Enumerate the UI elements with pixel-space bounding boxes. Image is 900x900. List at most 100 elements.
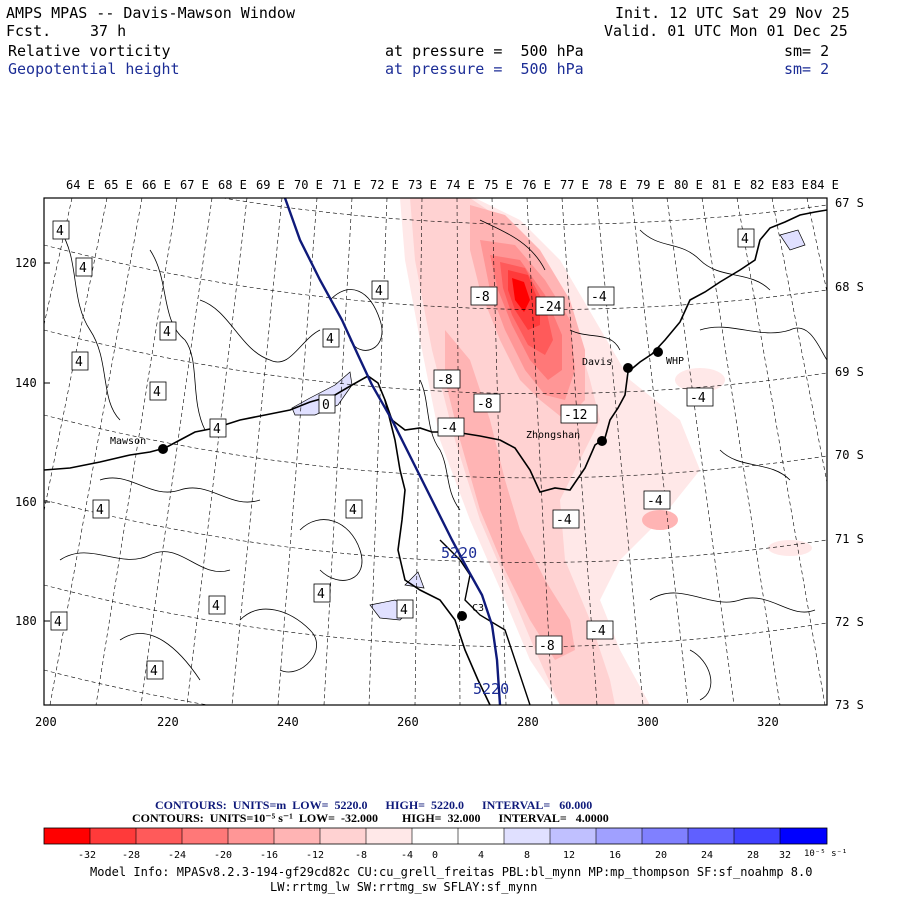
lon-labels: 64 E 65 E 66 E 67 E 68 E 69 E 70 E 71 E … [66, 178, 839, 192]
station-zhongshan-marker [597, 436, 607, 446]
station-mawson-label: Mawson [110, 436, 146, 447]
vort-label-5: 4 [153, 385, 161, 400]
colorbar-swatch [734, 828, 780, 844]
colorbar-tick: -24 [168, 850, 186, 861]
y-axis: 120 140 160 180 [15, 256, 50, 628]
station-whp-marker [653, 347, 663, 357]
coastline [44, 209, 827, 493]
lon-label: 79 E [636, 178, 665, 192]
lon-label: 76 E [522, 178, 551, 192]
colorbar-tick: 0 [432, 850, 438, 861]
colorbar-tick: 12 [563, 850, 575, 861]
vort-label-10: 4 [96, 503, 104, 518]
colorbar-tick: 8 [524, 850, 530, 861]
colorbar-tick: -8 [355, 850, 367, 861]
field1-pressure: at pressure = 500 hPa [385, 42, 584, 60]
vort-label-neg24: -24 [538, 300, 562, 315]
lon-label: 82 E [750, 178, 779, 192]
field2-name: Geopotential height [8, 60, 180, 78]
lon-label: 75 E [484, 178, 513, 192]
vort-label-neg4-c: -4 [690, 391, 706, 406]
x-tick-label: 300 [637, 715, 659, 729]
lon-label: 80 E [674, 178, 703, 192]
colorbar-tick: 20 [655, 850, 667, 861]
colorbar-tick: -12 [306, 850, 324, 861]
lon-label: 77 E [560, 178, 589, 192]
colorbar-swatch [596, 828, 642, 844]
station-davis-marker [623, 363, 633, 373]
colorbar-swatch [458, 828, 504, 844]
init-time: Init. 12 UTC Sat 29 Nov 25 [615, 4, 850, 22]
plot-title: AMPS MPAS -- Davis-Mawson Window [6, 4, 295, 22]
lat-label: 72 S [835, 615, 864, 629]
vort-label-neg8-c: -8 [477, 397, 493, 412]
colorbar-swatch [550, 828, 596, 844]
height-contour-info: CONTOURS: UNITS=m LOW= 5220.0 HIGH= 5220… [155, 798, 593, 812]
lat-labels: 67 S 68 S 69 S 70 S 71 S 72 S 73 S [835, 196, 864, 712]
colorbar-tick: -32 [78, 850, 96, 861]
colorbar-swatch [504, 828, 550, 844]
x-tick-label: 320 [757, 715, 779, 729]
field1-name: Relative vorticity [8, 42, 171, 60]
colorbar-swatch [642, 828, 688, 844]
map-frame [43, 197, 828, 706]
lon-label: 68 E [218, 178, 247, 192]
station-whp-label: WHP [666, 356, 684, 367]
vort-label-11: 4 [349, 503, 357, 518]
vort-label-15: 4 [150, 664, 158, 679]
vorticity-shading [400, 198, 812, 705]
lat-lon-grid [44, 198, 827, 705]
vort-label-8: 4 [326, 332, 334, 347]
lon-label: 66 E [142, 178, 171, 192]
colorbar-swatch [780, 828, 827, 844]
colorbar-tick: 24 [701, 850, 713, 861]
vort-label-7: 4 [375, 284, 383, 299]
lon-label: 64 E [66, 178, 95, 192]
lat-label: 73 S [835, 698, 864, 712]
field2-smoothing: sm= 2 [784, 60, 830, 78]
colorbar-swatch [228, 828, 274, 844]
colorbar-swatch [44, 828, 90, 844]
x-tick-label: 280 [517, 715, 539, 729]
station-c3-marker [457, 611, 467, 621]
x-axis: 200 220 240 260 280 300 320 [35, 715, 779, 729]
field1-smoothing: sm= 2 [784, 42, 830, 60]
vort-label-neg4-d: -4 [647, 494, 663, 509]
y-tick-label: 160 [15, 495, 37, 509]
vort-label-17: 4 [741, 232, 749, 247]
colorbar-swatch [136, 828, 182, 844]
station-markers [158, 347, 663, 621]
colorbar-tick: -20 [214, 850, 232, 861]
lon-label: 70 E [294, 178, 323, 192]
vort-label-neg8-a: -8 [474, 290, 490, 305]
x-tick-label: 240 [277, 715, 299, 729]
lon-label: 81 E [712, 178, 741, 192]
vort-label-neg4-b: -4 [441, 421, 457, 436]
height-label-5220-b: 5220 [473, 680, 509, 698]
forecast-value: 37 h [90, 22, 127, 40]
lat-label: 69 S [835, 365, 864, 379]
vorticity-contours [59, 219, 827, 701]
lon-label: 71 E [332, 178, 361, 192]
vort-label-6: 4 [213, 422, 221, 437]
lon-label: 84 E [810, 178, 839, 192]
station-zhongshan-label: Zhongshan [526, 430, 580, 441]
colorbar-tick: 4 [478, 850, 484, 861]
lat-label: 67 S [835, 196, 864, 210]
height-contour-5220 [283, 198, 502, 705]
vort-label-neg4-e: -4 [556, 513, 572, 528]
colorbar-swatch [274, 828, 320, 844]
station-mawson-marker [158, 444, 168, 454]
colorbar-swatch [412, 828, 458, 844]
height-label-5220-a: 5220 [441, 544, 477, 562]
vort-label-neg4-a: -4 [591, 290, 607, 305]
map-area [44, 198, 827, 705]
lat-label: 70 S [835, 448, 864, 462]
colorbar-tick: 28 [747, 850, 759, 861]
lon-label: 67 E [180, 178, 209, 192]
inland-contour [439, 539, 531, 705]
colorbar-tick: -4 [401, 850, 413, 861]
colorbar: -32 -28 -24 -20 -16 -12 -8 -4 0 4 8 12 1… [43, 827, 847, 861]
model-info-line1: Model Info: MPASv8.2.3-194-gf29cd82c CU:… [90, 865, 813, 879]
